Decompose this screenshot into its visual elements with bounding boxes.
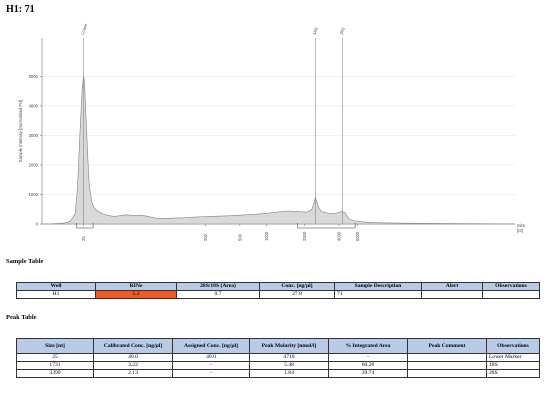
header-observations: Observations bbox=[482, 282, 540, 291]
table-row: 3399 2.13 - 1.84 39.74 28S bbox=[16, 369, 540, 378]
cell-sample-description: 71 bbox=[334, 290, 422, 299]
y-tick-label: 5000 bbox=[29, 74, 39, 79]
integration-region-bracket bbox=[297, 223, 356, 229]
x-tick-label: 1000 bbox=[264, 231, 269, 241]
peak-table-label: Peak Table bbox=[6, 314, 37, 321]
peak-label: 28S bbox=[339, 26, 346, 35]
header-size: Size [nt] bbox=[16, 338, 94, 354]
sample-table: Well RINe 28S/18S (Area) Conc. [ng/µl] S… bbox=[16, 282, 540, 299]
x-axis-unit-label: [nt] bbox=[517, 228, 523, 233]
cell-alert bbox=[421, 290, 483, 299]
cell-peak-comment bbox=[407, 353, 487, 362]
cell-peak-observations: 28S bbox=[486, 369, 540, 378]
header-sample-description: Sample Description bbox=[334, 282, 422, 291]
x-tick-label: 200 bbox=[203, 233, 208, 241]
header-conc: Conc. [ng/µl] bbox=[259, 282, 335, 291]
cell-peak-comment bbox=[407, 361, 487, 370]
table-row: H1 5.2 0.7 27.8 71 bbox=[16, 290, 540, 299]
sample-table-header-row: Well RINe 28S/18S (Area) Conc. [ng/µl] S… bbox=[16, 282, 540, 291]
electropherogram-chart: 0 1000 2000 3000 4000 5000 Sample Intensity [N… bbox=[18, 22, 526, 241]
cell-assigned-conc: 40.0 bbox=[172, 353, 250, 362]
cell-size: 1731 bbox=[16, 361, 94, 370]
y-tick-label: 4000 bbox=[29, 104, 39, 109]
sample-title: H1: 71 bbox=[6, 4, 35, 15]
y-tick-label: 3000 bbox=[29, 133, 39, 138]
y-axis-label: Sample Intensity [Normalized FU] bbox=[18, 100, 23, 162]
cell-peak-molarity: 1.84 bbox=[249, 369, 329, 378]
cell-peak-observations: 18S bbox=[486, 361, 540, 370]
sample-table-label: Sample Table bbox=[6, 258, 44, 265]
peak-table: Size [nt] Calibrated Conc. [ng/µl] Assig… bbox=[16, 338, 540, 378]
cell-peak-molarity: 4710 bbox=[249, 353, 329, 362]
cell-integrated-area: 60.26 bbox=[328, 361, 408, 370]
x-tick-label: 2000 bbox=[302, 231, 307, 241]
cell-calibrated-conc: 2.13 bbox=[93, 369, 173, 378]
cell-assigned-conc: - bbox=[172, 361, 250, 370]
peak-label: Lower bbox=[80, 22, 89, 35]
header-integrated-area: % Integrated Area bbox=[328, 338, 408, 354]
cell-well: H1 bbox=[16, 290, 96, 299]
header-28s18s: 28S/18S (Area) bbox=[176, 282, 260, 291]
cell-integrated-area: - bbox=[328, 353, 408, 362]
cell-calibrated-conc: 40.0 bbox=[93, 353, 173, 362]
x-tick-label: 4000 bbox=[337, 231, 342, 241]
header-alert: Alert bbox=[421, 282, 483, 291]
cell-peak-molarity: 5.48 bbox=[249, 361, 329, 370]
cell-peak-comment bbox=[407, 369, 487, 378]
header-rine: RINe bbox=[95, 282, 177, 291]
cell-size: 25 bbox=[16, 353, 94, 362]
cell-size: 3399 bbox=[16, 369, 94, 378]
cell-28s18s: 0.7 bbox=[176, 290, 260, 299]
y-tick-label: 2000 bbox=[29, 163, 39, 168]
header-peak-molarity: Peak Molarity [nmol/l] bbox=[249, 338, 329, 354]
peak-table-header-row: Size [nt] Calibrated Conc. [ng/µl] Assig… bbox=[16, 338, 540, 354]
cell-integrated-area: 39.74 bbox=[328, 369, 408, 378]
cell-calibrated-conc: 3.22 bbox=[93, 361, 173, 370]
x-tick-label: 6000 bbox=[355, 231, 360, 241]
cell-assigned-conc: - bbox=[172, 369, 250, 378]
header-well: Well bbox=[16, 282, 96, 291]
table-row: 1731 3.22 - 5.48 60.26 18S bbox=[16, 361, 540, 370]
peak-label: 18S bbox=[312, 26, 319, 35]
x-tick-label: 500 bbox=[237, 233, 242, 241]
cell-conc: 27.8 bbox=[259, 290, 335, 299]
table-row: 25 40.0 40.0 4710 - Lower Marker bbox=[16, 353, 540, 362]
header-calibrated-conc: Calibrated Conc. [ng/µl] bbox=[93, 338, 173, 354]
y-tick-label: 0 bbox=[36, 222, 39, 227]
y-tick-label: 1000 bbox=[29, 192, 39, 197]
cell-rine: 5.2 bbox=[95, 290, 177, 299]
header-peak-observations: Observations bbox=[486, 338, 540, 354]
x-axis-unit-label: Size bbox=[517, 223, 526, 228]
header-peak-comment: Peak Comment bbox=[407, 338, 487, 354]
header-assigned-conc: Assigned Conc. [ng/µl] bbox=[172, 338, 250, 354]
lower-marker-bracket bbox=[76, 223, 94, 229]
trace-area bbox=[41, 76, 516, 225]
cell-observations bbox=[482, 290, 540, 299]
x-tick-label: 25 bbox=[81, 236, 86, 241]
cell-peak-observations: Lower Marker bbox=[486, 353, 540, 362]
